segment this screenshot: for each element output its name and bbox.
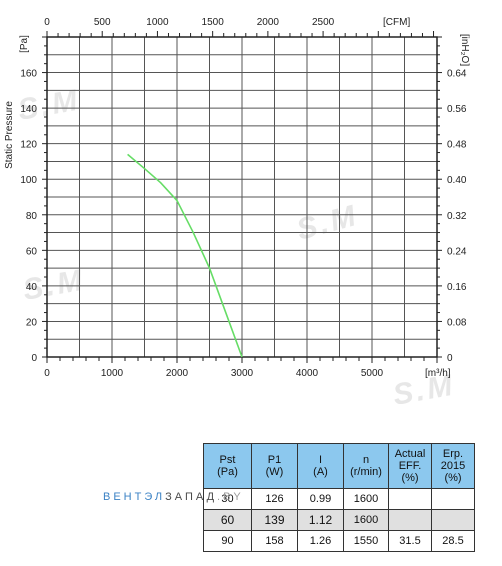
series-line xyxy=(127,153,243,358)
table-cell xyxy=(388,488,432,510)
table-cell: 126 xyxy=(251,488,298,510)
table-cell: 90 xyxy=(203,530,252,552)
x-axis-unit-bottom: [m³/h] xyxy=(425,368,451,379)
header-current: I (A) xyxy=(297,443,344,489)
header-speed: n (r/min) xyxy=(343,443,389,489)
y-tick-label-right: 0.08 xyxy=(447,317,467,328)
y-tick-label: 100 xyxy=(20,175,37,186)
y-tick-label: 60 xyxy=(26,246,38,257)
x-tick-label: 3000 xyxy=(231,368,254,379)
performance-table: Pst (Pa) P1 (W) I (A) n (r/min) Actual E… xyxy=(203,443,475,552)
table-cell: 1.12 xyxy=(297,509,344,531)
y-tick-label-right: 0 xyxy=(447,353,453,364)
y-tick-label: 40 xyxy=(26,282,38,293)
x-tick-label: 2000 xyxy=(166,368,189,379)
y-tick-label-right: 0.40 xyxy=(447,175,467,186)
table-cell: 60 xyxy=(203,509,252,531)
y-tick-label: 120 xyxy=(20,140,37,151)
y-tick-label-right: 0.56 xyxy=(447,104,467,115)
header-pst: Pst (Pa) xyxy=(203,443,252,489)
table-row: 30 126 0.99 1600 xyxy=(203,488,475,510)
x-tick-label-top: 500 xyxy=(94,17,111,28)
table-cell: 158 xyxy=(251,530,298,552)
table-cell xyxy=(388,509,432,531)
x-tick-label: 1000 xyxy=(101,368,124,379)
table-cell xyxy=(431,509,475,531)
y-tick-label: 140 xyxy=(20,104,37,115)
table-row: 90 158 1.26 1550 31.5 28.5 xyxy=(203,530,475,552)
x-tick-label: 4000 xyxy=(296,368,319,379)
header-erp-2015: Erp. 2015 (%) xyxy=(431,443,475,489)
table-cell: 1600 xyxy=(343,488,389,510)
y-tick-label: 160 xyxy=(20,69,37,80)
y-axis-unit-right: [inH₂O] xyxy=(459,34,470,66)
header-p1: P1 (W) xyxy=(251,443,298,489)
x-axis-unit-top: [CFM] xyxy=(383,17,410,28)
y-tick-label-right: 0.48 xyxy=(447,140,467,151)
x-tick-label-top: 0 xyxy=(44,17,50,28)
y-tick-label-right: 0.64 xyxy=(447,69,467,80)
x-tick-label-top: 2000 xyxy=(257,17,280,28)
x-tick-label-top: 1000 xyxy=(146,17,169,28)
x-tick-label: 5000 xyxy=(361,368,384,379)
y-tick-label-right: 0.24 xyxy=(447,246,467,257)
y-tick-label-right: 0.32 xyxy=(447,211,467,222)
table-cell xyxy=(431,488,475,510)
watermark-text: S.M xyxy=(293,199,362,247)
table-cell: 1600 xyxy=(343,509,389,531)
x-tick-label-top: 1500 xyxy=(202,17,225,28)
table-cell: 1550 xyxy=(343,530,389,552)
y-tick-label: 0 xyxy=(31,353,37,364)
fan-performance-chart: S.MS.MS.MS.M0 1000 2000 3000 4000 5000 [m³/h]0… xyxy=(4,17,470,412)
y-axis-unit-left: [Pa] xyxy=(19,35,30,53)
y-tick-label: 20 xyxy=(26,317,38,328)
header-actual-eff: Actual EFF. (%) xyxy=(388,443,432,489)
table-row: 60 139 1.12 1600 xyxy=(203,509,475,531)
table-header-row: Pst (Pa) P1 (W) I (A) n (r/min) Actual E… xyxy=(203,443,475,489)
y-axis-title: Static Pressure xyxy=(4,101,15,169)
x-tick-label: 0 xyxy=(44,368,50,379)
y-tick-label-right: 0.16 xyxy=(447,282,467,293)
y-tick-label: 80 xyxy=(26,211,38,222)
table-cell: 139 xyxy=(251,509,298,531)
table-cell: 0.99 xyxy=(297,488,344,510)
brand-part-1: ВЕНТЭЛ xyxy=(103,491,166,503)
table-cell: 31.5 xyxy=(388,530,432,552)
x-tick-label-top: 2500 xyxy=(312,17,335,28)
table-cell: 1.26 xyxy=(297,530,344,552)
table-cell: 30 xyxy=(203,488,252,510)
table-cell: 28.5 xyxy=(431,530,475,552)
